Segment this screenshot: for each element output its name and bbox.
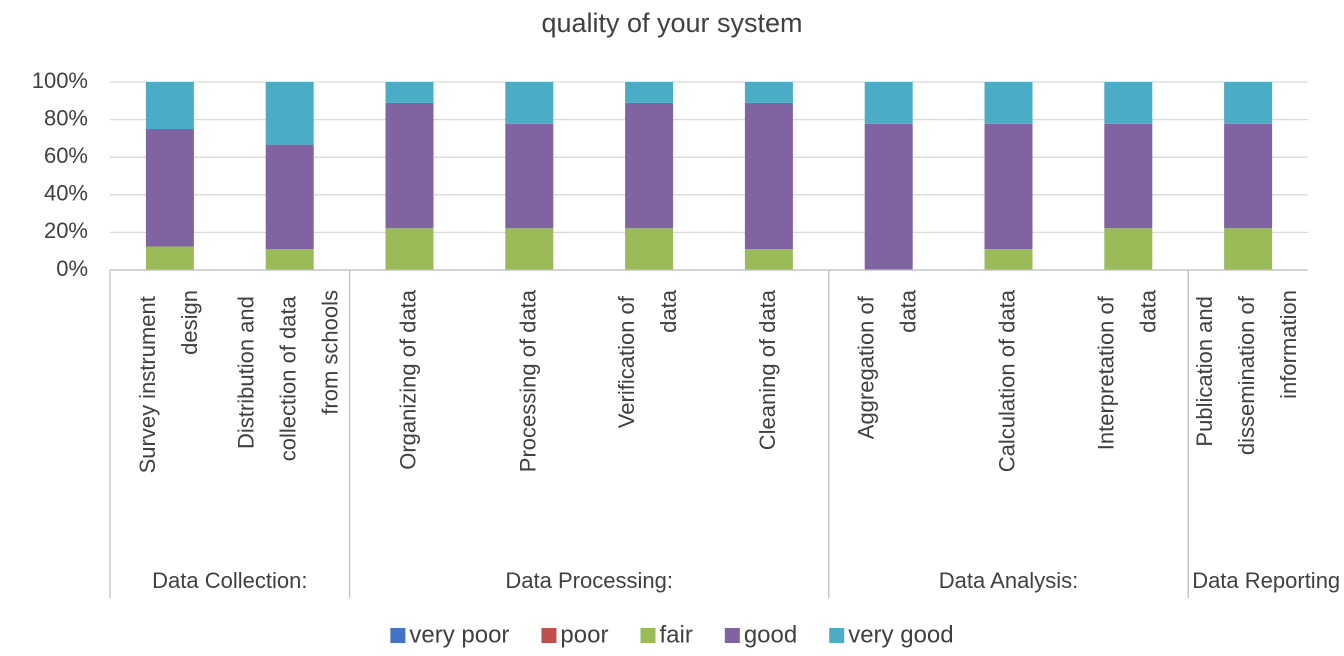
label-line: Cleaning of data (755, 289, 780, 450)
bar-segment (265, 82, 314, 145)
label-line: Interpretation of (1093, 290, 1118, 450)
label-line: Processing of data (515, 289, 540, 472)
bar-segment (145, 246, 194, 270)
label-line: Publication and (1192, 290, 1217, 447)
label-line: Verification of (614, 290, 639, 428)
y-tick-label: 20% (44, 218, 88, 243)
x-tick-label: Calculation of data (994, 289, 1019, 472)
bar-segment (505, 82, 554, 124)
y-tick-label: 0% (56, 256, 88, 281)
label-line: design (177, 290, 202, 355)
x-tick-label: Publication and dissemination of informa… (1192, 290, 1301, 455)
y-tick-label: 80% (44, 105, 88, 130)
bar-segment (505, 123, 554, 229)
bar-segment (145, 129, 194, 247)
x-tick-label: Cleaning of data (755, 289, 780, 450)
bar-segment (625, 102, 674, 229)
bar-segment (1104, 82, 1153, 124)
bar-segment (864, 82, 913, 124)
bar-segment (1104, 123, 1153, 229)
legend-swatch (541, 628, 557, 643)
bar-segment (984, 249, 1033, 270)
label-line: information (1276, 290, 1301, 399)
y-tick-label: 40% (44, 181, 88, 206)
x-tick-label: Interpretation of data (1093, 289, 1160, 450)
label-line: collection of data (276, 290, 301, 461)
bar-segment (1104, 228, 1153, 270)
bar-segment (1224, 123, 1273, 229)
group-label: Data Processing: (505, 568, 673, 593)
legend-label: fair (659, 621, 692, 648)
bar-segment (145, 82, 194, 129)
label-line: Distribution and (234, 290, 259, 449)
bar-segment (625, 82, 674, 103)
x-tick-label: Aggregation of data (854, 289, 921, 439)
bar-segment (984, 82, 1033, 124)
label-line: dissemination of (1234, 290, 1259, 455)
label-line: data (896, 289, 921, 333)
legend: very poor poor fair good very good (390, 621, 954, 648)
x-tick-label: Verification of data (614, 289, 681, 428)
bar-segment (984, 123, 1033, 250)
group-label: Data Analysis: (939, 568, 1078, 593)
y-tick-label: 100% (32, 68, 88, 93)
bar-segment (385, 228, 434, 270)
bar-segment (1224, 228, 1273, 270)
bar-segment (505, 228, 554, 270)
bar-segment (265, 249, 314, 270)
label-line: Aggregation of (854, 290, 879, 439)
bar-segment (385, 82, 434, 103)
x-tick-label: Distribution and collection of data from… (234, 290, 343, 461)
y-tick-label: 60% (44, 143, 88, 168)
label-line: data (656, 289, 681, 333)
group-label: Data Reporting (1192, 568, 1340, 593)
chart-title: quality of your system (541, 8, 802, 38)
bar-segment (385, 102, 434, 229)
legend-label: good (744, 621, 797, 648)
bar-segment (744, 82, 793, 103)
group-label: Data Collection: (152, 568, 307, 593)
legend-label: very good (848, 621, 953, 648)
label-line: Organizing of data (395, 289, 420, 470)
x-tick-label: Processing of data (515, 289, 540, 472)
bar-segment (864, 123, 913, 271)
legend-swatch (640, 628, 656, 643)
bar-segment (1224, 82, 1273, 124)
label-line: Calculation of data (994, 289, 1019, 472)
label-line: data (1135, 289, 1160, 333)
legend-swatch (829, 628, 845, 643)
label-line: from schools (318, 290, 343, 415)
legend-label: very poor (409, 621, 509, 648)
bar-segment (744, 249, 793, 270)
label-line: Survey instrument (135, 290, 160, 473)
legend-label: poor (560, 621, 608, 648)
bar-segment (625, 228, 674, 270)
x-tick-label: Organizing of data (395, 289, 420, 470)
legend-swatch (724, 628, 740, 643)
bar-segment (265, 144, 314, 250)
legend-swatch (390, 628, 406, 643)
bar-segment (744, 102, 793, 250)
x-tick-label: Survey instrument design (135, 290, 202, 473)
